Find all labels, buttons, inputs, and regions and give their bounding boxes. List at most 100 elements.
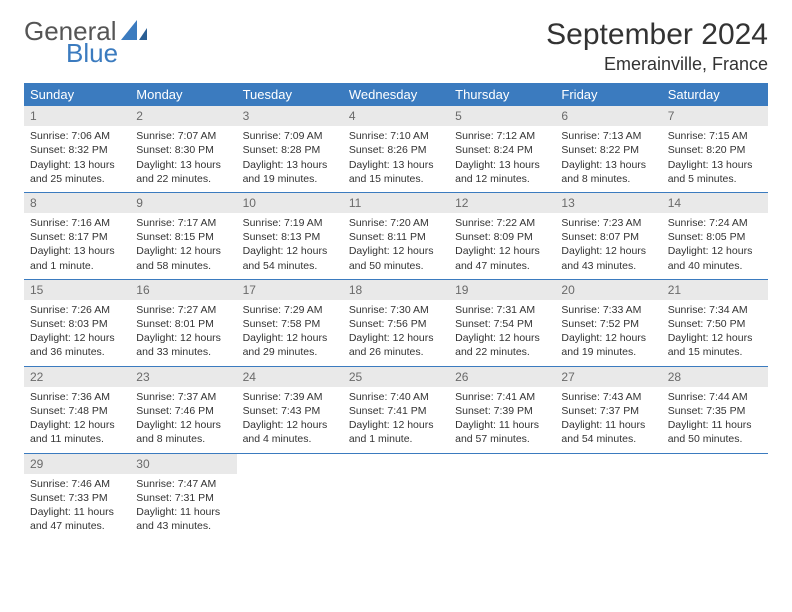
calendar-day-cell: 28Sunrise: 7:44 AMSunset: 7:35 PMDayligh… xyxy=(662,366,768,453)
daylight-line: Daylight: 12 hours xyxy=(136,331,230,345)
daylight-line: and 36 minutes. xyxy=(30,345,124,359)
sunset-line: Sunset: 8:07 PM xyxy=(561,230,655,244)
sunrise-line: Sunrise: 7:20 AM xyxy=(349,216,443,230)
day-number: 24 xyxy=(237,367,343,387)
day-number: 5 xyxy=(449,106,555,126)
weekday-header: Tuesday xyxy=(237,83,343,106)
calendar-table: SundayMondayTuesdayWednesdayThursdayFrid… xyxy=(24,83,768,539)
calendar-day-cell: 6Sunrise: 7:13 AMSunset: 8:22 PMDaylight… xyxy=(555,106,661,192)
logo: General Blue xyxy=(24,18,147,66)
calendar-day-cell: 10Sunrise: 7:19 AMSunset: 8:13 PMDayligh… xyxy=(237,192,343,279)
daylight-line: Daylight: 11 hours xyxy=(136,505,230,519)
calendar-day-cell: 24Sunrise: 7:39 AMSunset: 7:43 PMDayligh… xyxy=(237,366,343,453)
day-number: 28 xyxy=(662,367,768,387)
daylight-line: Daylight: 11 hours xyxy=(668,418,762,432)
sunset-line: Sunset: 8:01 PM xyxy=(136,317,230,331)
daylight-line: and 19 minutes. xyxy=(243,172,337,186)
weekday-header: Wednesday xyxy=(343,83,449,106)
daylight-line: and 8 minutes. xyxy=(136,432,230,446)
calendar-day-cell: 9Sunrise: 7:17 AMSunset: 8:15 PMDaylight… xyxy=(130,192,236,279)
day-number: 6 xyxy=(555,106,661,126)
sunset-line: Sunset: 8:28 PM xyxy=(243,143,337,157)
sunset-line: Sunset: 8:22 PM xyxy=(561,143,655,157)
weekday-header: Sunday xyxy=(24,83,130,106)
daylight-line: Daylight: 12 hours xyxy=(243,331,337,345)
sunrise-line: Sunrise: 7:37 AM xyxy=(136,390,230,404)
day-number: 11 xyxy=(343,193,449,213)
day-number: 16 xyxy=(130,280,236,300)
daylight-line: and 1 minute. xyxy=(349,432,443,446)
day-number: 25 xyxy=(343,367,449,387)
calendar-day-cell: 18Sunrise: 7:30 AMSunset: 7:56 PMDayligh… xyxy=(343,279,449,366)
calendar-day-cell: 12Sunrise: 7:22 AMSunset: 8:09 PMDayligh… xyxy=(449,192,555,279)
sunset-line: Sunset: 8:30 PM xyxy=(136,143,230,157)
daylight-line: and 26 minutes. xyxy=(349,345,443,359)
calendar-week-row: 8Sunrise: 7:16 AMSunset: 8:17 PMDaylight… xyxy=(24,192,768,279)
daylight-line: and 15 minutes. xyxy=(668,345,762,359)
sunset-line: Sunset: 7:52 PM xyxy=(561,317,655,331)
daylight-line: Daylight: 12 hours xyxy=(30,418,124,432)
sunrise-line: Sunrise: 7:16 AM xyxy=(30,216,124,230)
sunrise-line: Sunrise: 7:39 AM xyxy=(243,390,337,404)
day-number: 29 xyxy=(24,454,130,474)
day-number: 13 xyxy=(555,193,661,213)
calendar-empty-cell xyxy=(449,453,555,539)
sunset-line: Sunset: 7:43 PM xyxy=(243,404,337,418)
sunset-line: Sunset: 8:26 PM xyxy=(349,143,443,157)
sunrise-line: Sunrise: 7:12 AM xyxy=(455,129,549,143)
sunrise-line: Sunrise: 7:43 AM xyxy=(561,390,655,404)
calendar-day-cell: 7Sunrise: 7:15 AMSunset: 8:20 PMDaylight… xyxy=(662,106,768,192)
sunrise-line: Sunrise: 7:41 AM xyxy=(455,390,549,404)
calendar-week-row: 1Sunrise: 7:06 AMSunset: 8:32 PMDaylight… xyxy=(24,106,768,192)
sunset-line: Sunset: 8:15 PM xyxy=(136,230,230,244)
daylight-line: and 11 minutes. xyxy=(30,432,124,446)
calendar-day-cell: 2Sunrise: 7:07 AMSunset: 8:30 PMDaylight… xyxy=(130,106,236,192)
day-number: 2 xyxy=(130,106,236,126)
day-number: 14 xyxy=(662,193,768,213)
sunset-line: Sunset: 8:17 PM xyxy=(30,230,124,244)
daylight-line: Daylight: 13 hours xyxy=(243,158,337,172)
sunrise-line: Sunrise: 7:23 AM xyxy=(561,216,655,230)
daylight-line: Daylight: 12 hours xyxy=(668,331,762,345)
sunrise-line: Sunrise: 7:13 AM xyxy=(561,129,655,143)
weekday-header: Friday xyxy=(555,83,661,106)
day-number: 4 xyxy=(343,106,449,126)
daylight-line: and 4 minutes. xyxy=(243,432,337,446)
day-number: 22 xyxy=(24,367,130,387)
sunrise-line: Sunrise: 7:46 AM xyxy=(30,477,124,491)
weekday-header: Monday xyxy=(130,83,236,106)
sunrise-line: Sunrise: 7:17 AM xyxy=(136,216,230,230)
sunrise-line: Sunrise: 7:19 AM xyxy=(243,216,337,230)
daylight-line: Daylight: 12 hours xyxy=(561,244,655,258)
calendar-empty-cell xyxy=(343,453,449,539)
calendar-empty-cell xyxy=(662,453,768,539)
daylight-line: Daylight: 12 hours xyxy=(349,244,443,258)
sunrise-line: Sunrise: 7:34 AM xyxy=(668,303,762,317)
daylight-line: Daylight: 12 hours xyxy=(30,331,124,345)
sunset-line: Sunset: 8:32 PM xyxy=(30,143,124,157)
sunset-line: Sunset: 8:11 PM xyxy=(349,230,443,244)
sunset-line: Sunset: 8:05 PM xyxy=(668,230,762,244)
sunset-line: Sunset: 7:46 PM xyxy=(136,404,230,418)
sunset-line: Sunset: 7:56 PM xyxy=(349,317,443,331)
daylight-line: and 1 minute. xyxy=(30,259,124,273)
sunrise-line: Sunrise: 7:29 AM xyxy=(243,303,337,317)
sunset-line: Sunset: 7:33 PM xyxy=(30,491,124,505)
sunrise-line: Sunrise: 7:22 AM xyxy=(455,216,549,230)
sunset-line: Sunset: 7:39 PM xyxy=(455,404,549,418)
daylight-line: and 54 minutes. xyxy=(561,432,655,446)
daylight-line: Daylight: 12 hours xyxy=(349,418,443,432)
day-number: 10 xyxy=(237,193,343,213)
daylight-line: Daylight: 13 hours xyxy=(349,158,443,172)
sunrise-line: Sunrise: 7:09 AM xyxy=(243,129,337,143)
calendar-day-cell: 25Sunrise: 7:40 AMSunset: 7:41 PMDayligh… xyxy=(343,366,449,453)
daylight-line: and 43 minutes. xyxy=(136,519,230,533)
day-number: 15 xyxy=(24,280,130,300)
daylight-line: Daylight: 12 hours xyxy=(455,244,549,258)
sunset-line: Sunset: 7:58 PM xyxy=(243,317,337,331)
location-label: Emerainville, France xyxy=(546,54,768,75)
calendar-day-cell: 4Sunrise: 7:10 AMSunset: 8:26 PMDaylight… xyxy=(343,106,449,192)
logo-word-2: Blue xyxy=(66,40,147,66)
sunset-line: Sunset: 7:54 PM xyxy=(455,317,549,331)
calendar-day-cell: 11 Sunrise: 7:20 AMSunset: 8:11 PMDayligh… xyxy=(343,192,449,279)
